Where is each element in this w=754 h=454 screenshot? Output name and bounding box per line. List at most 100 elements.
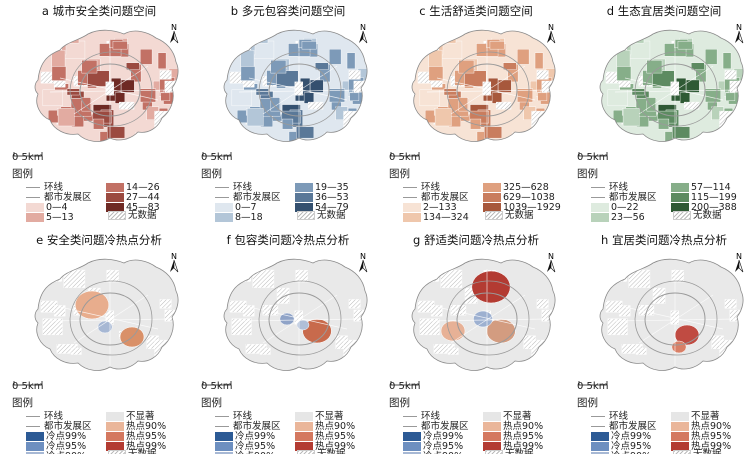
- scale-label: 0 5km: [201, 152, 233, 163]
- district-cell: [329, 48, 342, 65]
- city-boundary: [411, 29, 556, 142]
- nodata-cell: [159, 299, 172, 309]
- legend-swatch: 57—114: [671, 182, 731, 193]
- legend-nodata: 无数据: [108, 210, 157, 221]
- legend-swatch: 热点95%: [671, 431, 731, 442]
- district-cell: [114, 92, 126, 104]
- district-cell: [724, 70, 737, 80]
- legend-color-swatch: [591, 452, 609, 454]
- scale-label: 0 5km: [577, 152, 609, 163]
- legend-color-swatch: [483, 432, 501, 441]
- district-cell: [550, 101, 556, 117]
- legend-swatch: 8—18: [215, 212, 263, 223]
- district-cell: [735, 128, 744, 142]
- legend-swatch: 热点90%: [483, 421, 543, 432]
- scale-bar: [578, 381, 608, 386]
- scale-label: 0 5km: [389, 152, 421, 163]
- hotspot-cluster: [302, 318, 332, 344]
- scale-bar: [202, 381, 232, 386]
- district-map: [223, 29, 368, 142]
- legend-color-swatch: [215, 432, 233, 441]
- north-arrow-icon: N: [359, 23, 368, 44]
- district-cell: [679, 92, 691, 104]
- legend-color-swatch: [295, 422, 313, 431]
- nodata-cell: [427, 271, 439, 282]
- nodata-cell: [295, 270, 308, 283]
- legend-color-swatch: [671, 442, 689, 451]
- city-boundary: [34, 29, 179, 142]
- district-cell: [63, 40, 86, 59]
- svg-text:N: N: [548, 23, 554, 32]
- district-cell: [359, 128, 368, 142]
- legend-line: 环线: [26, 411, 63, 422]
- legend-swatch: 热点99%: [483, 441, 543, 452]
- district-cell: [491, 92, 503, 104]
- legend-color-swatch: [295, 203, 313, 212]
- district-cell: [536, 70, 549, 80]
- nodata-cell: [536, 299, 549, 309]
- legend-heading: 图例: [577, 397, 598, 409]
- legend-color-swatch: [26, 213, 44, 222]
- district-cell: [658, 118, 670, 130]
- district-map: [411, 29, 556, 142]
- nodata-swatch: [297, 211, 315, 220]
- nodata-cell: [738, 330, 744, 346]
- nodata-swatch: [673, 450, 691, 454]
- scale-bar: [390, 152, 420, 157]
- legend-color-swatch: [295, 193, 313, 202]
- district-cell: [348, 70, 361, 80]
- panel-title: e 安全类问题冷热点分析: [36, 233, 162, 247]
- city-boundary: [599, 258, 744, 371]
- legend-swatch: 不显著: [295, 411, 344, 422]
- legend-color-swatch: [106, 442, 124, 451]
- city-boundary: [599, 29, 744, 142]
- nodata-cell: [42, 318, 63, 336]
- map-panel: c 生活舒适类问题空间 N 0 5km 图例 环线 都市发展区 2—133 134—324 32…: [385, 0, 567, 224]
- legend-swatch: 不显著: [483, 411, 532, 422]
- district-cell: [362, 101, 368, 117]
- legend-swatch: 热点90%: [106, 421, 166, 432]
- district-cell: [126, 62, 140, 70]
- legend-color-swatch: [403, 452, 421, 454]
- map-panel: d 生态宜居类问题空间 N 0 5km 图例 环线 都市发展区 0—22 23—56 57—11…: [573, 0, 754, 224]
- north-arrow-icon: N: [170, 23, 179, 44]
- legend-swatch: 45—83: [106, 202, 160, 213]
- metro-district-boundary: [69, 280, 153, 356]
- scale-label: 0 5km: [389, 381, 421, 392]
- metro-district-boundary: [446, 51, 530, 127]
- legend-color-swatch: [26, 442, 44, 451]
- district-cell: [107, 126, 126, 139]
- nodata-cell: [430, 305, 443, 317]
- legend-swatch: 冷点99%: [215, 431, 275, 442]
- nodata-swatch: [485, 450, 503, 454]
- map-panel: a 城市安全类问题空间 N 0 5km 图例 环线 都市发展区 0—4 5—13 14—26 27…: [8, 0, 190, 224]
- legend-line: 都市发展区: [26, 192, 92, 203]
- district-cell: [547, 128, 556, 142]
- ring-road: [268, 63, 330, 117]
- legend-color-swatch: [26, 452, 44, 454]
- map-panel: b 多元包容类问题空间 N 0 5km 图例 环线 都市发展区 0—7 8—18 19—35 36…: [197, 0, 379, 224]
- svg-text:N: N: [360, 23, 366, 32]
- legend-swatch: 不显著: [671, 411, 720, 422]
- district-cell: [296, 126, 315, 139]
- ring-road: [456, 292, 518, 346]
- nodata-cell: [231, 318, 252, 336]
- legend-nodata: 无数据: [673, 449, 722, 454]
- svg-text:N: N: [736, 252, 742, 261]
- district-cell: [503, 62, 517, 70]
- legend-color-swatch: [106, 193, 124, 202]
- legend-swatch: 冷点99%: [26, 431, 86, 442]
- north-arrow-icon: N: [170, 252, 179, 273]
- district-cell: [732, 116, 744, 124]
- ring-road: [268, 292, 330, 346]
- district-cell: [537, 92, 548, 101]
- district-cell: [646, 97, 656, 112]
- legend-color-swatch: [483, 412, 501, 421]
- legend-color-swatch: [403, 432, 421, 441]
- ring-road: [644, 292, 706, 346]
- hotspot-cluster: [486, 318, 516, 344]
- legend-color-swatch: [26, 432, 44, 441]
- district-cell: [738, 101, 744, 117]
- legend-line: 都市发展区: [403, 421, 469, 432]
- district-cell: [57, 108, 75, 127]
